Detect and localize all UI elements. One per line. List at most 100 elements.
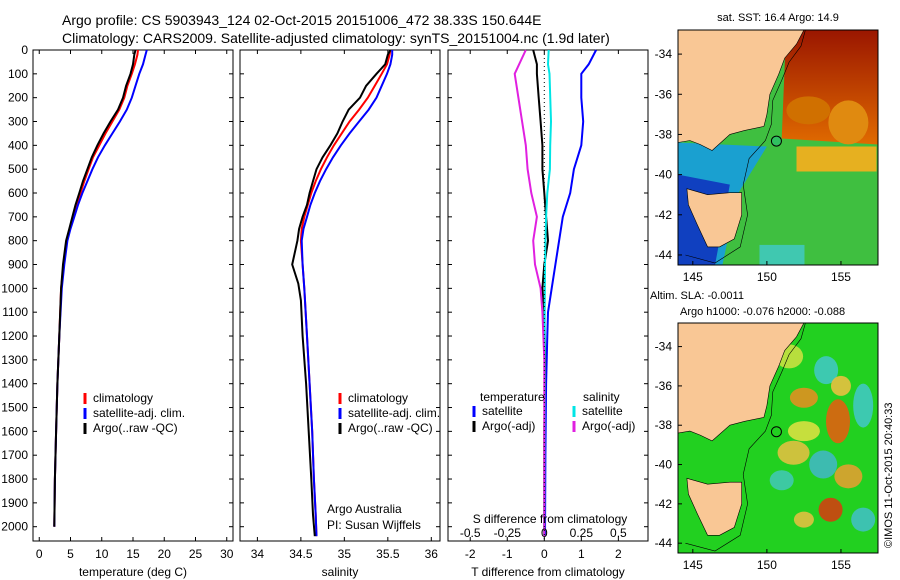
temperature-xtick-label: 0: [36, 547, 43, 561]
depth-tick-label: 300: [8, 115, 28, 129]
salinity-xtick-label: 35: [338, 547, 352, 561]
depth-tick-label: 1400: [1, 377, 28, 391]
temperature-axes-frame: [32, 49, 234, 542]
sla-anomaly-blob: [834, 464, 863, 489]
sla-anomaly-blob: [793, 511, 814, 528]
difference-series-salinity-argo-adj-: [513, 49, 546, 537]
temperature-xtick-label: 10: [95, 547, 109, 561]
lon-tick-label: 155: [831, 270, 851, 284]
temperature-xtick-label: 30: [220, 547, 234, 561]
depth-tick-label: 1900: [1, 496, 28, 510]
argo-float-marker: [770, 426, 782, 438]
depth-tick-label: 800: [8, 234, 28, 248]
depth-tick-label: 1800: [1, 472, 28, 486]
depth-tick-label: 500: [8, 162, 28, 176]
lat-tick-label: -34: [655, 340, 673, 354]
difference-xtick-label: -1: [502, 547, 513, 561]
salinity-axes-frame: [239, 49, 441, 542]
depth-tick-label: 400: [8, 138, 28, 152]
lat-tick-label: -36: [655, 379, 673, 393]
isobath-line: [685, 30, 806, 264]
sla-anomaly-blob: [826, 399, 850, 444]
sla-anomaly-blob: [814, 356, 839, 385]
salinity-series-satellite-adj-clim-: [300, 50, 394, 537]
legend-label: satellite: [582, 404, 623, 418]
sst_map-title: sat. SST: 16.4 Argo: 14.9: [717, 12, 839, 24]
difference-xtick-label: 0: [541, 547, 548, 561]
temperature-xtick-label: 15: [126, 547, 140, 561]
land-mainland: [678, 323, 805, 442]
lat-tick-label: -42: [655, 208, 673, 222]
salinity-xtick-label: 34.5: [289, 547, 313, 561]
lat-tick-label: -42: [655, 497, 673, 511]
warm-eddy: [786, 96, 831, 125]
sdiff-tick-label: 0: [541, 526, 548, 540]
sdiff-tick-label: 0.25: [570, 526, 594, 540]
difference-axes-frame: [447, 49, 649, 542]
lon-tick-label: 155: [831, 558, 851, 572]
legend-label: satellite: [482, 404, 523, 418]
temperature-xtick-label: 25: [189, 547, 203, 561]
depth-tick-label: 1100: [2, 305, 28, 319]
sdiff-tick-label: 0.5: [610, 526, 627, 540]
legend-title-salinity: salinity: [583, 390, 620, 404]
lon-tick-label: 150: [757, 270, 777, 284]
depth-tick-label: 700: [8, 210, 28, 224]
salinity-series-argo-raw-qc-: [291, 49, 392, 537]
lat-tick-label: -38: [655, 418, 673, 432]
lat-tick-label: -36: [655, 87, 673, 101]
annotation-line-2: PI: Susan Wijffels: [327, 518, 421, 532]
depth-tick-label: 2000: [1, 520, 28, 534]
temperature-panel: 0100200300400500600700800900100011001200…: [1, 43, 233, 579]
difference-series-salinity-satellite: [543, 49, 553, 537]
salinity-xtick-label: 36: [425, 547, 439, 561]
lon-tick-label: 150: [757, 558, 777, 572]
difference-xtick-label: -2: [465, 547, 476, 561]
legend-label: Argo(-adj): [482, 419, 535, 433]
warm-eddy: [828, 100, 869, 145]
difference-panel: -2 -1 0 1 2 T difference from climatology -0.5…: [447, 49, 649, 579]
sst_map: -34 -36 -38 -40 -42 -44 145 150 155 sat. SST: 16.…: [655, 12, 879, 284]
title-line-1: Argo profile: CS 5903943_124 02-Oct-2015…: [62, 12, 542, 28]
depth-tick-label: 1300: [1, 353, 28, 367]
sdiff-xlabel: S difference from climatology: [473, 512, 628, 526]
sla-anomaly-blob: [830, 375, 851, 396]
legend-label: Argo(..raw -QC): [348, 421, 433, 435]
annotation-line-1: Argo Australia: [327, 502, 402, 516]
sla_map-field: [678, 323, 878, 553]
land-tasmania: [686, 477, 743, 536]
depth-tick-label: 0: [21, 43, 28, 57]
difference-xlabel: T difference from climatology: [471, 565, 625, 579]
temperature-series-argo-raw-qc-: [53, 49, 137, 527]
depth-tick-label: 100: [8, 67, 28, 81]
depth-tick-label: 1000: [1, 281, 28, 295]
lat-tick-label: -40: [655, 458, 673, 472]
legend-label: satellite-adj. clim.: [348, 406, 440, 420]
temperature-xtick-label: 5: [67, 547, 74, 561]
land-mainland: [678, 30, 805, 151]
salinity-xtick-label: 34: [251, 547, 265, 561]
salinity-xtick-label: 35.5: [376, 547, 400, 561]
difference-series-temperature-satellite: [544, 49, 597, 537]
sla-anomaly-blob: [851, 507, 876, 532]
legend-label: climatology: [93, 391, 153, 405]
legend-title-temperature: temperature: [480, 390, 545, 404]
sla-anomaly-blob: [853, 383, 874, 428]
sla_map-title: Altim. SLA: -0.0011: [650, 290, 744, 302]
depth-tick-label: 600: [8, 186, 28, 200]
depth-tick-label: 900: [8, 258, 28, 272]
sla-anomaly-blob: [777, 440, 810, 465]
argo-float-marker: [770, 135, 782, 147]
legend-label: satellite-adj. clim.: [93, 406, 185, 420]
isobath-line: [685, 323, 806, 552]
legend-label: climatology: [348, 391, 408, 405]
lon-tick-label: 145: [683, 270, 703, 284]
depth-tick-label: 1500: [1, 401, 28, 415]
depth-tick-label: 1200: [1, 329, 28, 343]
sla-anomaly-blob: [789, 387, 818, 408]
salinity-xlabel: salinity: [322, 565, 359, 579]
legend-label: Argo(..raw -QC): [93, 421, 178, 435]
lon-tick-label: 145: [683, 558, 703, 572]
sla_map-frame: [677, 322, 879, 554]
